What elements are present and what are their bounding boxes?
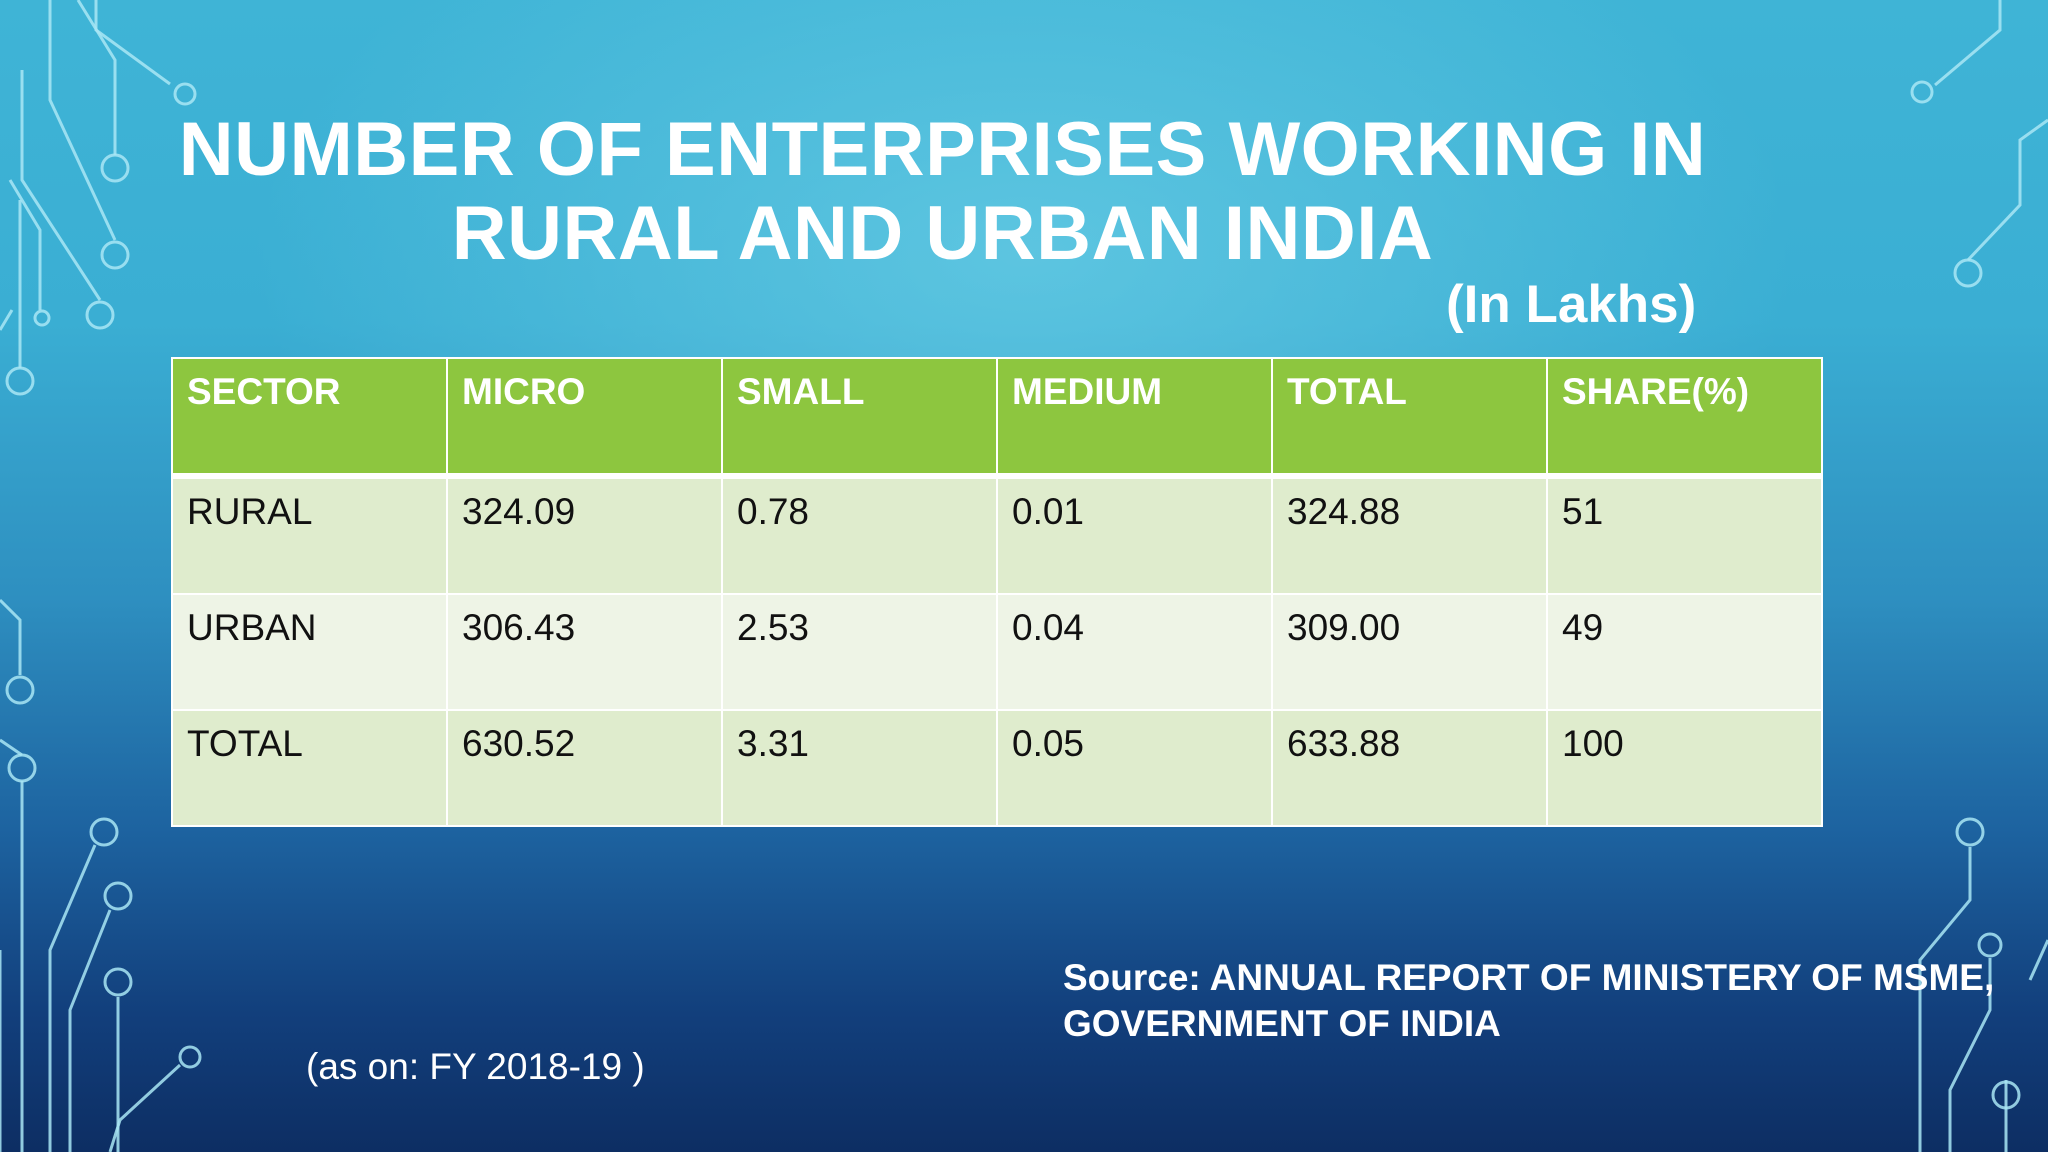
- table-cell: 324.88: [1271, 475, 1548, 595]
- table-cell: 309.00: [1271, 593, 1548, 711]
- table-cell: 2.53: [721, 593, 998, 711]
- table-cell: 100: [1546, 709, 1823, 827]
- table-cell: URBAN: [171, 593, 448, 711]
- table-cell: 3.31: [721, 709, 998, 827]
- header-small: SMALL: [721, 357, 998, 477]
- table-cell: 306.43: [446, 593, 723, 711]
- table-cell: 0.05: [996, 709, 1273, 827]
- table-cell: 324.09: [446, 475, 723, 595]
- table-cell: 633.88: [1271, 709, 1548, 827]
- title-line-2: RURAL AND URBAN INDIA: [451, 191, 1434, 276]
- enterprises-table: SECTOR MICRO SMALL MEDIUM TOTAL SHARE(%)…: [171, 357, 1823, 827]
- table-cell: 0.04: [996, 593, 1273, 711]
- table-cell: 49: [1546, 593, 1823, 711]
- table-row-urban: URBAN 306.43 2.53 0.04 309.00 49: [171, 593, 1823, 711]
- header-medium: MEDIUM: [996, 357, 1273, 477]
- table-header-row: SECTOR MICRO SMALL MEDIUM TOTAL SHARE(%): [171, 357, 1823, 477]
- table-cell: 0.01: [996, 475, 1273, 595]
- table-cell: 0.78: [721, 475, 998, 595]
- table-header: SECTOR MICRO SMALL MEDIUM TOTAL SHARE(%): [171, 357, 1823, 477]
- header-micro: MICRO: [446, 357, 723, 477]
- slide-title: NUMBER OF ENTERPRISES WORKING IN RURAL A…: [150, 108, 1735, 276]
- unit-label: (In Lakhs): [1446, 275, 1697, 334]
- as-on-note: (as on: FY 2018-19 ): [306, 1046, 645, 1087]
- header-sector: SECTOR: [171, 357, 448, 477]
- table-body: RURAL 324.09 0.78 0.01 324.88 51 URBAN 3…: [171, 475, 1823, 827]
- table-cell: 51: [1546, 475, 1823, 595]
- header-total: TOTAL: [1271, 357, 1548, 477]
- table-row-total: TOTAL 630.52 3.31 0.05 633.88 100: [171, 709, 1823, 827]
- source-line-2: GOVERNMENT OF INDIA: [1063, 1003, 1501, 1044]
- circuit-top-right: [1910, 0, 2048, 288]
- table-row-rural: RURAL 324.09 0.78 0.01 324.88 51: [171, 475, 1823, 595]
- source-note: Source: ANNUAL REPORT OF MINISTERY OF MS…: [1063, 955, 2043, 1047]
- table-cell: RURAL: [171, 475, 448, 595]
- header-share: SHARE(%): [1546, 357, 1823, 477]
- title-line-1: NUMBER OF ENTERPRISES WORKING IN: [178, 107, 1707, 192]
- table-cell: 630.52: [446, 709, 723, 827]
- circuit-bottom-left: [0, 598, 202, 1152]
- table-cell: TOTAL: [171, 709, 448, 827]
- source-line-1: Source: ANNUAL REPORT OF MINISTERY OF MS…: [1063, 957, 1995, 998]
